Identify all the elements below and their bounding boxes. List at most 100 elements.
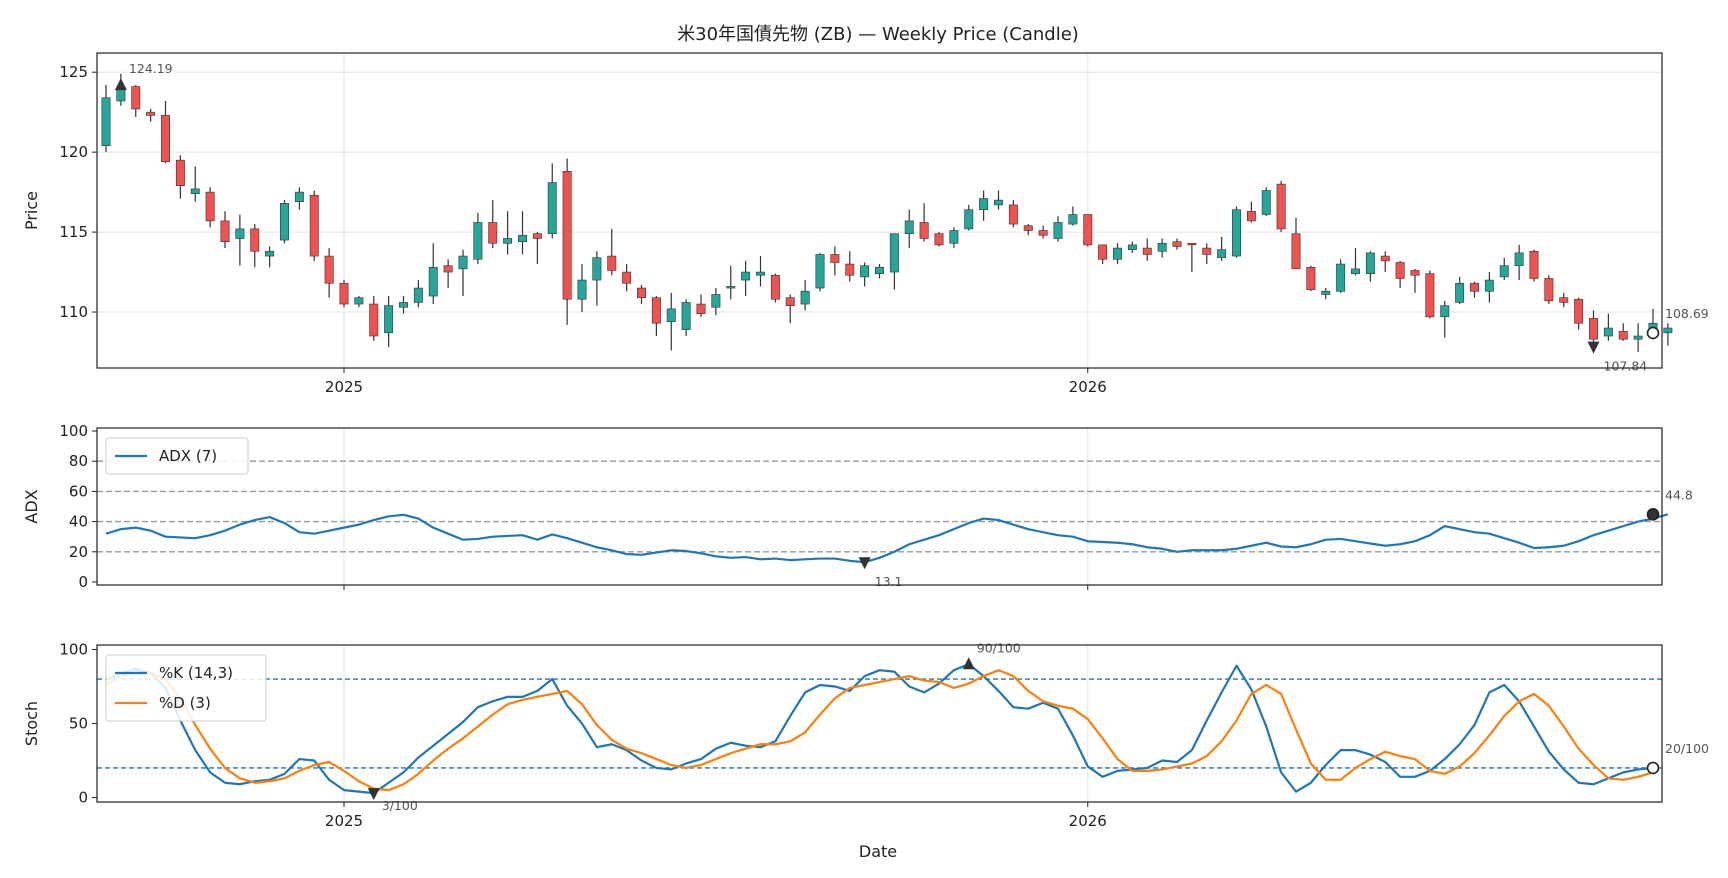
annotation: 107.84 xyxy=(1587,341,1650,374)
candle-body xyxy=(1202,247,1212,255)
candle-body xyxy=(830,254,840,263)
candle xyxy=(235,214,245,266)
candle-body xyxy=(964,209,974,230)
candle xyxy=(443,259,453,289)
candle-body xyxy=(577,279,587,300)
candle-body xyxy=(339,282,349,305)
candle-body xyxy=(235,228,245,239)
annotation-label: 20/100 xyxy=(1665,741,1709,756)
candle xyxy=(294,187,304,210)
candle xyxy=(622,264,632,292)
annotation: 108.69 xyxy=(1646,305,1712,340)
candle-body xyxy=(1291,233,1301,270)
candle-body xyxy=(428,266,438,297)
panel-frame xyxy=(96,52,1663,369)
candle-body xyxy=(503,238,513,244)
candle xyxy=(1008,200,1018,228)
candle xyxy=(384,296,394,348)
annotation-marker xyxy=(114,78,127,91)
candle xyxy=(726,265,736,300)
candle-body xyxy=(934,233,944,246)
candle-body xyxy=(384,305,394,334)
candle-body xyxy=(1365,252,1375,274)
candle-body xyxy=(994,199,1003,206)
stoch-panel: 0 50 100 Stoch 2025 2026 %K (14,3) %D (3) 3/100 9… xyxy=(22,640,1712,830)
candle-body xyxy=(250,228,260,252)
candle xyxy=(1306,265,1316,292)
candle xyxy=(994,190,1003,210)
annotation: 3/100 xyxy=(367,788,421,814)
candle-body xyxy=(741,271,751,281)
candle xyxy=(1484,272,1494,303)
candle xyxy=(354,296,364,308)
candle-body xyxy=(1157,242,1167,252)
annotation: 20/100 xyxy=(1646,740,1712,775)
candle-body xyxy=(1410,270,1420,276)
candle-body xyxy=(1321,290,1331,295)
annotation-bg xyxy=(1663,740,1712,756)
adx-panel: 0 20 40 60 80 100 ADX ADX (7) 13.1 44.8 xyxy=(22,422,1697,591)
candle xyxy=(1529,249,1539,282)
candle-body xyxy=(1127,244,1137,250)
y-tick-label: 110 xyxy=(59,303,88,321)
candle-body xyxy=(622,271,632,284)
candle-body xyxy=(860,265,870,278)
candle xyxy=(1261,187,1271,217)
candle xyxy=(1633,323,1643,353)
candle xyxy=(220,211,230,249)
candle-body xyxy=(1633,335,1643,340)
candle xyxy=(175,155,185,199)
candle-body xyxy=(146,111,156,116)
candle-body xyxy=(681,302,691,330)
candle xyxy=(339,280,349,308)
candle xyxy=(250,224,260,268)
candle xyxy=(1618,323,1628,341)
candle-body xyxy=(1484,279,1494,292)
candle-body xyxy=(547,182,557,234)
candle xyxy=(1395,260,1405,289)
candle xyxy=(1603,313,1613,341)
series-line-1 xyxy=(105,669,1654,792)
candle xyxy=(1217,236,1227,261)
candle xyxy=(205,187,215,228)
candle xyxy=(1544,275,1554,305)
candle-body xyxy=(1053,222,1063,239)
candle-body xyxy=(175,159,185,187)
legend: %K (14,3) %D (3) xyxy=(105,654,267,722)
annotation: 124.19 xyxy=(114,61,176,91)
candle-body xyxy=(562,171,572,300)
x-tick-label: 2025 xyxy=(325,378,363,396)
candle xyxy=(1187,242,1197,273)
candle-body xyxy=(949,230,959,244)
candle-body xyxy=(904,220,914,234)
candle-body xyxy=(443,265,453,273)
candle xyxy=(1321,288,1331,300)
legend-label: %K (14,3) xyxy=(159,664,233,682)
y-tick-label: 80 xyxy=(69,452,88,470)
candle-body xyxy=(1217,249,1227,258)
candle-body xyxy=(1351,268,1360,274)
candle xyxy=(770,273,780,303)
candle xyxy=(101,84,111,153)
candle-body xyxy=(889,233,899,273)
candle xyxy=(1663,323,1673,346)
annotation-label: 13.1 xyxy=(875,574,903,589)
candle xyxy=(1574,297,1584,330)
candle xyxy=(1470,281,1479,298)
candle xyxy=(815,252,825,292)
x-tick-label: 2026 xyxy=(1069,378,1107,396)
y-axis-label: Price xyxy=(22,191,41,230)
candle-body xyxy=(1083,214,1093,246)
candle-body xyxy=(399,302,408,308)
candle-body xyxy=(696,303,706,314)
annotation-marker xyxy=(1646,508,1660,521)
candle-body xyxy=(726,286,736,289)
y-tick-label: 50 xyxy=(69,715,88,733)
candle xyxy=(666,292,676,351)
annotation-marker xyxy=(1587,341,1600,354)
candle-body xyxy=(785,297,795,306)
candle-body xyxy=(1142,247,1152,255)
x-tick-label: 2026 xyxy=(1069,812,1107,830)
candle xyxy=(979,190,989,221)
